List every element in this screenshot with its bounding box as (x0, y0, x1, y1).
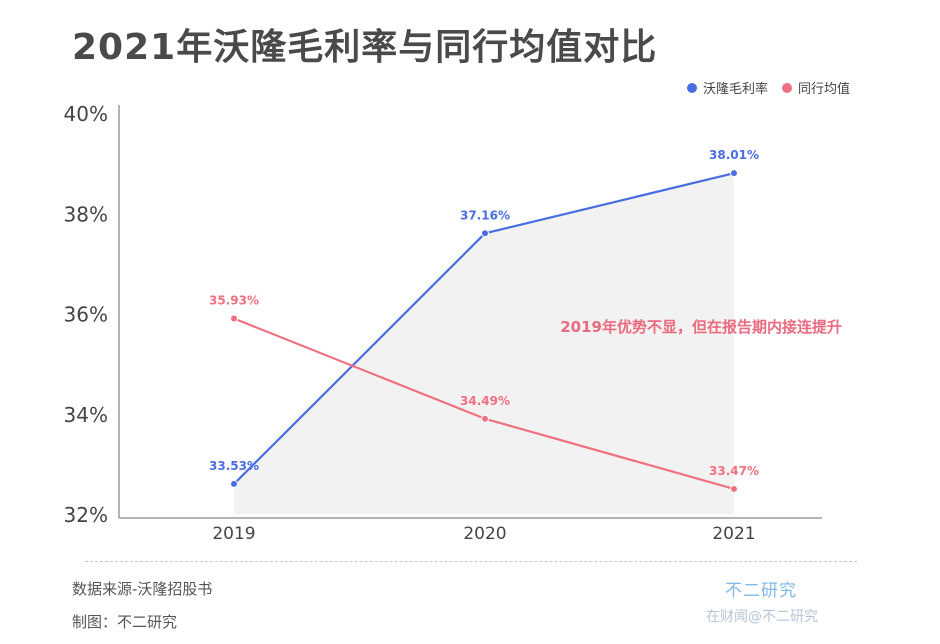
legend-marker (782, 83, 792, 93)
data-label: 34.49% (460, 394, 510, 408)
x-tick-label: 2021 (712, 524, 755, 544)
data-label: 37.16% (460, 208, 510, 222)
credit-watermark: 在财闻@不二研究 (706, 609, 818, 625)
shaded-area (234, 173, 734, 514)
data-point (730, 484, 738, 493)
legend-label: 同行均值 (798, 81, 850, 97)
y-tick-label: 40% (64, 102, 108, 126)
legend-marker (687, 83, 697, 93)
x-tick-label: 2020 (463, 524, 506, 544)
x-tick-label: 2019 (212, 524, 255, 544)
legend-label: 沃隆毛利率 (703, 81, 768, 97)
data-source: 数据来源-沃隆招股书 (72, 580, 213, 598)
footer-divider (85, 561, 857, 562)
data-point (230, 479, 238, 488)
data-label: 33.47% (709, 464, 759, 478)
data-label: 38.01% (709, 148, 759, 162)
brand-logo-text: 不二研究 (725, 581, 797, 601)
y-tick-label: 36% (64, 303, 108, 327)
data-point (481, 229, 489, 238)
chart-annotation: 2019年优势不显，但在报告期内接连提升 (560, 318, 842, 336)
y-tick-label: 34% (64, 403, 108, 427)
chart-title: 2021年沃隆毛利率与同行均值对比 (72, 27, 658, 68)
data-label: 33.53% (209, 459, 259, 473)
data-point (481, 414, 489, 423)
chart-maker: 制图：不二研究 (72, 613, 178, 631)
data-label: 35.93% (209, 294, 259, 308)
y-tick-label: 32% (64, 503, 108, 527)
y-tick-label: 38% (64, 202, 108, 226)
data-point (230, 314, 238, 323)
data-point (730, 169, 738, 178)
